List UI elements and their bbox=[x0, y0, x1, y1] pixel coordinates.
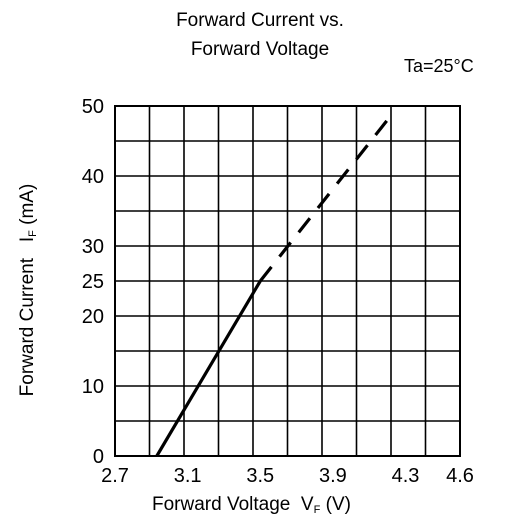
y-tick-label: 50 bbox=[82, 96, 104, 118]
y-tick-label: 0 bbox=[93, 446, 104, 468]
x-axis-label-main: Forward Voltage bbox=[152, 494, 291, 515]
x-axis-unit: (V) bbox=[325, 494, 351, 515]
y-axis-label: Forward Current IF (mA) bbox=[17, 184, 39, 397]
x-tick-label: 4.6 bbox=[446, 465, 474, 487]
y-axis-symbol-sub: F bbox=[27, 230, 39, 237]
series-line-dashed bbox=[259, 119, 389, 282]
test-condition: Ta=25°C bbox=[404, 56, 474, 76]
chart-grid bbox=[114, 105, 461, 457]
chart-series bbox=[155, 119, 389, 457]
y-tick-label: 30 bbox=[82, 236, 104, 258]
x-axis-symbol: V bbox=[300, 494, 314, 515]
x-tick-label: 3.1 bbox=[174, 465, 202, 487]
chart-title-line-2: Forward Voltage bbox=[190, 39, 330, 60]
x-axis-symbol-sub: F bbox=[313, 504, 321, 516]
y-axis-unit: (mA) bbox=[17, 183, 38, 225]
y-axis-symbol: I bbox=[17, 236, 38, 243]
chart-title-line-1: Forward Current vs. bbox=[176, 10, 344, 31]
x-tick-label: 2.7 bbox=[101, 465, 129, 487]
plot-frame bbox=[114, 105, 461, 457]
y-tick-label: 20 bbox=[82, 306, 104, 328]
y-tick-label: 25 bbox=[82, 271, 104, 293]
x-tick-label: 4.3 bbox=[392, 465, 420, 487]
y-tick-label: 10 bbox=[82, 376, 104, 398]
y-tick-label: 40 bbox=[82, 166, 104, 188]
y-axis-label-main: Forward Current bbox=[17, 257, 38, 397]
y-axis-label-container: Forward Current IF (mA) bbox=[10, 140, 46, 440]
chart-ticks: 0 10 20 25 30 40 50 2.7 3.1 3.5 3.9 4.3 4.6 bbox=[82, 96, 474, 487]
chart-title: Forward Current vs. Forward Voltage bbox=[0, 6, 507, 64]
series-line-solid bbox=[155, 280, 262, 457]
x-tick-label: 3.9 bbox=[319, 465, 347, 487]
x-tick-label: 3.5 bbox=[246, 465, 274, 487]
x-axis-label: Forward Voltage VF (V) bbox=[152, 494, 351, 516]
